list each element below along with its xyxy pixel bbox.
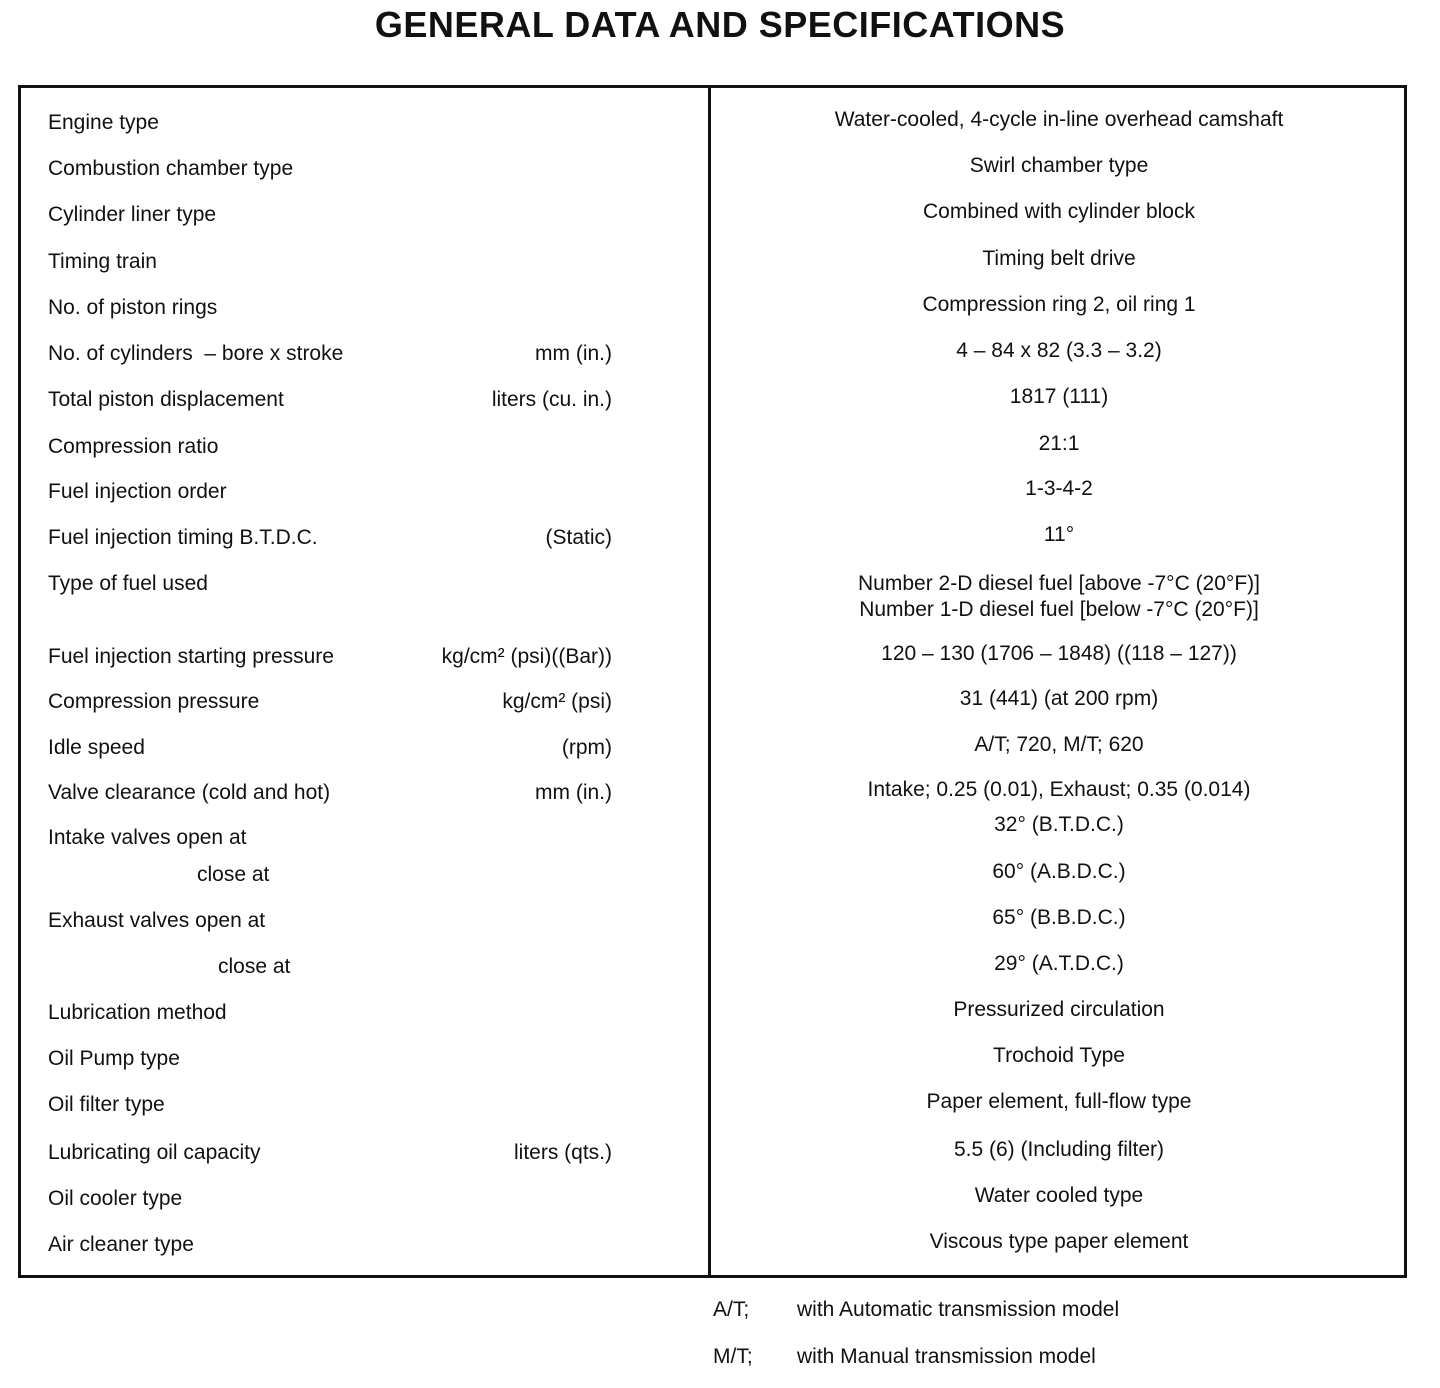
row-unit: liters (cu. in.) bbox=[491, 388, 612, 411]
row-value: Timing belt drive bbox=[982, 247, 1136, 270]
row-label: Fuel injection starting pressure bbox=[48, 645, 334, 668]
row-value: A/T; 720, M/T; 620 bbox=[974, 733, 1144, 756]
row-value: 31 (441) (at 200 rpm) bbox=[959, 687, 1159, 710]
table-border bbox=[18, 85, 1407, 1278]
row-value: 11° bbox=[1043, 523, 1075, 546]
column-divider bbox=[708, 85, 711, 1278]
row-label: Cylinder liner type bbox=[48, 203, 217, 226]
title: GENERAL DATA AND SPECIFICATIONS bbox=[374, 4, 1066, 45]
row-value: Trochoid Type bbox=[993, 1044, 1125, 1067]
row-value: 5.5 (6) (Including filter) bbox=[953, 1138, 1165, 1161]
row-label: Lubrication method bbox=[48, 1001, 227, 1024]
row-value: Swirl chamber type bbox=[969, 154, 1149, 177]
row-value: 60° (A.B.D.C.) bbox=[992, 860, 1126, 883]
row-value: Number 1-D diesel fuel [below -7°C (20°F… bbox=[859, 598, 1259, 621]
row-label: Fuel injection order bbox=[48, 480, 227, 503]
footnote-abbr: A/T; bbox=[713, 1298, 750, 1321]
row-label: Exhaust valves open at bbox=[48, 909, 266, 932]
row-value: 29° (A.T.D.C.) bbox=[994, 952, 1124, 975]
row-label: Fuel injection timing B.T.D.C. bbox=[48, 526, 318, 549]
row-label: Timing train bbox=[48, 250, 157, 273]
row-label: Idle speed bbox=[48, 736, 145, 759]
row-label: No. of cylinders – bore x stroke bbox=[48, 342, 344, 365]
row-value: Combined with cylinder block bbox=[923, 200, 1195, 223]
row-value: 4 – 84 x 82 (3.3 – 3.2) bbox=[956, 339, 1162, 362]
row-label: Lubricating oil capacity bbox=[48, 1141, 261, 1164]
row-label: Oil Pump type bbox=[48, 1047, 180, 1070]
row-label: Oil filter type bbox=[48, 1093, 165, 1116]
row-unit: (rpm) bbox=[561, 736, 612, 759]
row-unit: mm (in.) bbox=[535, 342, 612, 365]
row-value: Compression ring 2, oil ring 1 bbox=[922, 293, 1196, 316]
row-value: Paper element, full-flow type bbox=[926, 1090, 1192, 1113]
row-value: Pressurized circulation bbox=[953, 998, 1165, 1021]
footnote-text: with Manual transmission model bbox=[797, 1345, 1096, 1368]
row-value: 65° (B.B.D.C.) bbox=[992, 906, 1126, 929]
row-label: close at bbox=[197, 863, 270, 886]
row-unit: mm (in.) bbox=[535, 781, 612, 804]
row-label: Compression ratio bbox=[48, 435, 219, 458]
row-unit: kg/cm² (psi) bbox=[502, 690, 612, 713]
row-value: 1817 (111) bbox=[1009, 385, 1109, 408]
row-value: Water cooled type bbox=[974, 1184, 1144, 1207]
row-label: Combustion chamber type bbox=[48, 157, 294, 180]
row-label: Engine type bbox=[48, 111, 159, 134]
row-label: Type of fuel used bbox=[48, 572, 208, 595]
row-label: Valve clearance (cold and hot) bbox=[48, 781, 331, 804]
row-label: Oil cooler type bbox=[48, 1187, 183, 1210]
row-value: 32° (B.T.D.C.) bbox=[994, 813, 1124, 836]
row-unit: liters (qts.) bbox=[513, 1141, 612, 1164]
row-value: Intake; 0.25 (0.01), Exhaust; 0.35 (0.01… bbox=[867, 778, 1251, 801]
row-label: Compression pressure bbox=[48, 690, 260, 713]
footnote-abbr: M/T; bbox=[713, 1345, 753, 1368]
row-value: 120 – 130 (1706 – 1848) ((118 – 127)) bbox=[881, 642, 1237, 665]
row-value: 21:1 bbox=[1038, 432, 1080, 455]
row-value: Viscous type paper element bbox=[929, 1230, 1189, 1253]
row-value: Water-cooled, 4-cycle in-line overhead c… bbox=[834, 108, 1284, 131]
row-label: No. of piston rings bbox=[48, 296, 218, 319]
row-unit: kg/cm² (psi)((Bar)) bbox=[441, 645, 612, 668]
row-label: close at bbox=[218, 955, 291, 978]
row-unit: (Static) bbox=[545, 526, 612, 549]
row-value: 1-3-4-2 bbox=[1025, 477, 1093, 500]
row-value: Number 2-D diesel fuel [above -7°C (20°F… bbox=[858, 572, 1260, 595]
footnote-text: with Automatic transmission model bbox=[797, 1298, 1120, 1321]
row-label: Intake valves open at bbox=[48, 826, 247, 849]
row-label: Total piston displacement bbox=[48, 388, 284, 411]
row-label: Air cleaner type bbox=[48, 1233, 194, 1256]
